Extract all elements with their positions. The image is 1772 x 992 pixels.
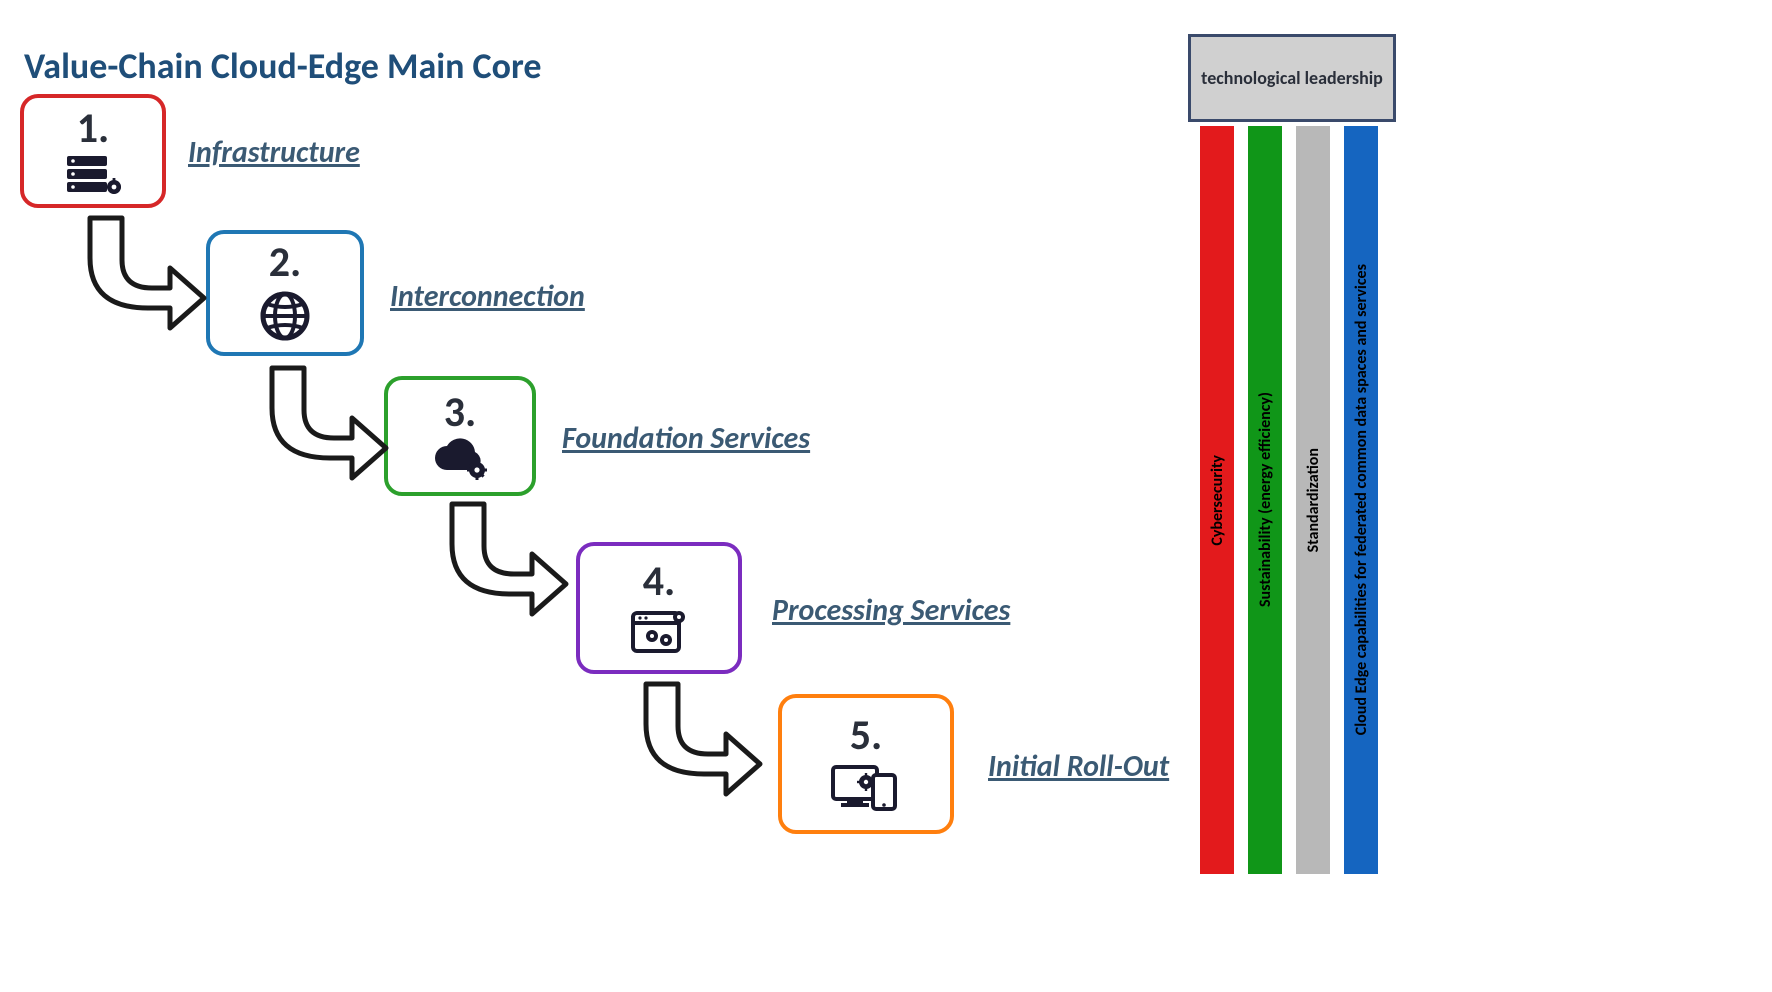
pillar-bar-3: Standardization <box>1296 126 1330 874</box>
step-box-2: 2. <box>206 230 364 356</box>
step-box-1: 1. <box>20 94 166 208</box>
step-number: 3. <box>444 392 477 434</box>
pillar-bar-1: Cybersecurity <box>1200 126 1234 874</box>
step-label-3: Foundation Services <box>562 420 810 457</box>
pillar-bar-2: Sustainability (energy efficiency) <box>1248 126 1282 874</box>
pillar-header: technological leadership <box>1188 34 1396 122</box>
step-number: 1. <box>77 108 110 150</box>
pillar-text: Cybersecurity <box>1208 455 1227 546</box>
globe-icon <box>257 288 313 344</box>
pillar-bar-4: Cloud Edge capabilities for federated co… <box>1344 126 1378 874</box>
step-box-4: 4. <box>576 542 742 674</box>
step-label-4: Processing Services <box>772 592 1010 629</box>
window-gears-icon <box>629 607 689 655</box>
devices-gear-icon <box>831 761 901 813</box>
step-label-1: Infrastructure <box>188 134 360 171</box>
flow-arrow-4 <box>616 676 776 816</box>
step-number: 5. <box>850 715 883 757</box>
diagram-title: Value-Chain Cloud-Edge Main Core <box>24 44 541 88</box>
step-number: 4. <box>643 561 676 603</box>
step-number: 2. <box>269 242 302 284</box>
step-box-5: 5. <box>778 694 954 834</box>
pillar-text: Sustainability (energy efficiency) <box>1256 392 1275 607</box>
cloud-gear-icon <box>429 438 491 480</box>
flow-arrow-1 <box>70 210 210 350</box>
pillar-header-text: technological leadership <box>1201 67 1383 89</box>
pillar-text: Standardization <box>1304 448 1323 552</box>
step-label-2: Interconnection <box>390 278 585 315</box>
pillar-text: Cloud Edge capabilities for federated co… <box>1352 264 1371 735</box>
server-gear-icon <box>65 154 121 194</box>
flow-arrow-3 <box>432 496 572 636</box>
step-label-5: Initial Roll-Out <box>988 748 1169 785</box>
flow-arrow-2 <box>252 360 392 500</box>
step-box-3: 3. <box>384 376 536 496</box>
